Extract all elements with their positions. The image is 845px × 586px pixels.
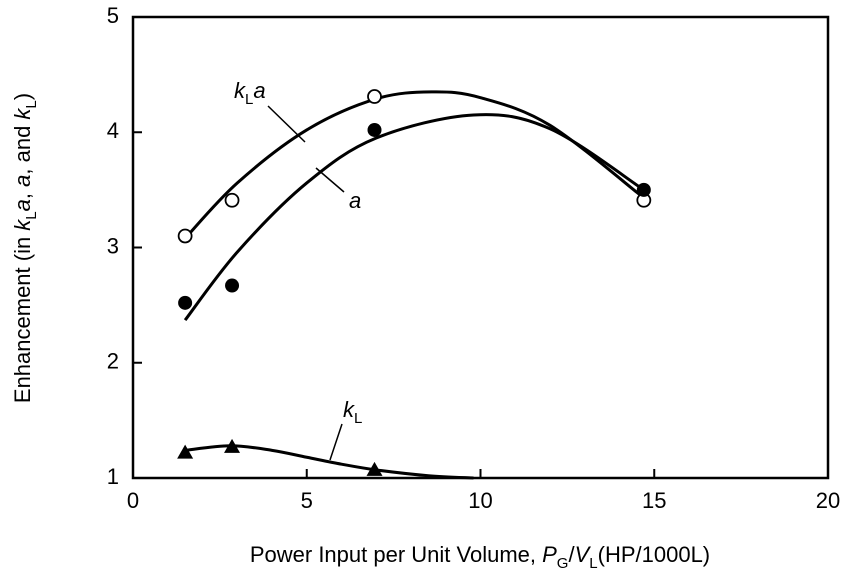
label-part: Enhancement (in (10, 231, 35, 403)
label-part: , and (10, 120, 35, 175)
data-point (178, 295, 193, 310)
label-part: L (23, 211, 40, 219)
fit-curve (183, 113, 645, 322)
y-axis-label: Enhancement (in kLa, a, and kL) (10, 93, 40, 403)
leader-line (267, 105, 306, 143)
y-tick-label: 2 (107, 349, 119, 374)
label-part: k (343, 397, 355, 422)
data-point (177, 228, 193, 244)
x-tick-label: 0 (127, 488, 139, 513)
fit-curve (184, 90, 645, 240)
label-part: a (10, 199, 35, 211)
y-tick-label: 5 (107, 3, 119, 28)
data-point (636, 182, 651, 197)
label-part: a (349, 188, 361, 213)
data-point (224, 438, 241, 453)
x-tick-label: 20 (816, 488, 840, 513)
leader-line (315, 167, 345, 193)
leader-line (329, 423, 343, 461)
label-part: P (542, 542, 557, 567)
label-part: / (568, 542, 575, 567)
y-tick-label: 3 (107, 233, 119, 258)
label-part: L (23, 100, 40, 108)
data-point (367, 89, 382, 104)
label-part: L (354, 410, 362, 427)
x-axis-label: Power Input per Unit Volume, PG/VL(HP/10… (250, 542, 710, 572)
curve-label: kL (343, 397, 362, 427)
curve-label: kLa (234, 78, 266, 108)
label-part: ) (10, 93, 35, 100)
x-tick-label: 10 (468, 488, 492, 513)
label-part: L (245, 91, 253, 108)
y-tick-label: 1 (107, 464, 119, 489)
label-part: k (10, 108, 35, 120)
x-tick-label: 15 (642, 488, 666, 513)
data-point (225, 278, 240, 293)
label-part: k (234, 78, 246, 103)
y-tick-label: 4 (107, 118, 119, 143)
curve-label: a (349, 188, 361, 213)
data-point (224, 192, 240, 208)
label-part: a (253, 78, 265, 103)
label-part: (HP/1000L) (598, 542, 711, 567)
label-part: , (10, 187, 35, 199)
data-point (366, 461, 383, 476)
label-part: L (589, 555, 597, 572)
x-tick-label: 5 (301, 488, 313, 513)
data-point (367, 122, 382, 137)
label-part: a (10, 175, 35, 187)
label-part: G (557, 555, 569, 572)
label-part: Power Input per Unit Volume, (250, 542, 542, 567)
label-part: k (10, 219, 35, 231)
data-point (177, 444, 194, 459)
label-part: V (575, 542, 592, 567)
